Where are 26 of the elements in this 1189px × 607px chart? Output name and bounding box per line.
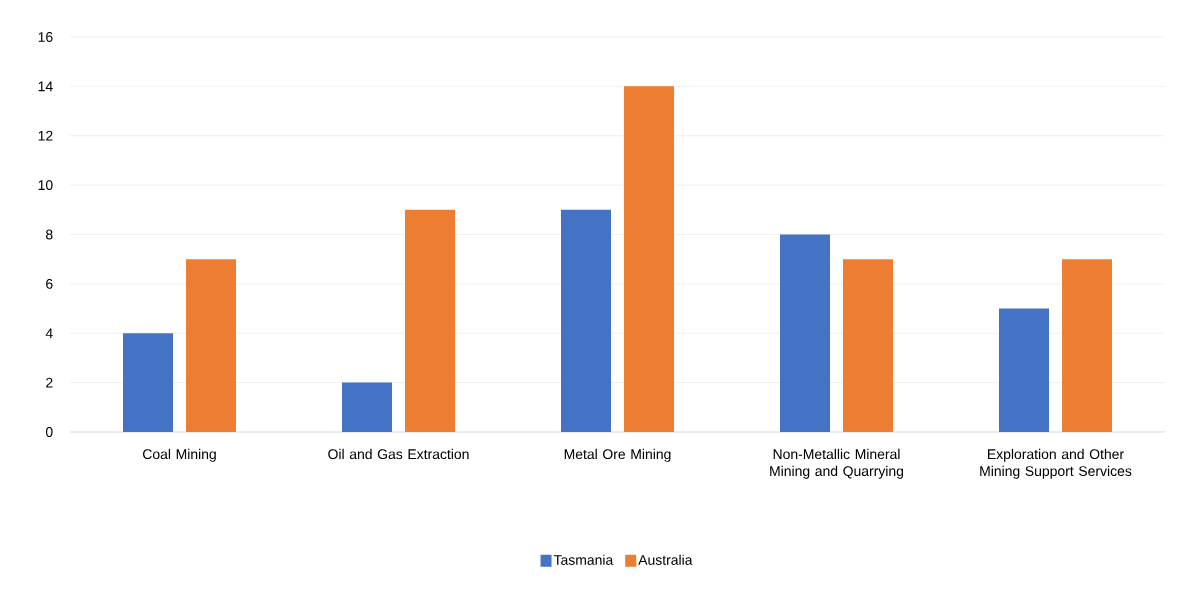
bar bbox=[561, 209, 611, 432]
x-tick-label: Oil and Gas Extraction bbox=[328, 448, 469, 460]
bar bbox=[123, 333, 174, 432]
y-tick-label: 4 bbox=[45, 328, 53, 339]
y-tick-label: 14 bbox=[38, 81, 53, 92]
bar bbox=[186, 259, 237, 432]
y-tick-label: 8 bbox=[46, 229, 53, 240]
bar bbox=[1062, 259, 1112, 432]
y-tick-label: 6 bbox=[46, 278, 53, 289]
x-tick-label: Metal Ore Mining bbox=[564, 448, 671, 462]
x-tick-label: Non-Metallic Mineral Mining and Quarrying bbox=[770, 448, 904, 479]
legend-label: Australia bbox=[638, 554, 693, 565]
y-tick-label: 2 bbox=[46, 377, 53, 388]
x-tick-label: Exploration and Other Mining Support Services bbox=[980, 448, 1132, 479]
bar bbox=[624, 86, 674, 432]
bar bbox=[780, 234, 830, 432]
y-tick-label: 0 bbox=[45, 427, 53, 437]
bar bbox=[999, 308, 1049, 432]
bar bbox=[405, 209, 456, 432]
bar bbox=[843, 259, 893, 432]
y-tick-label: 16 bbox=[38, 32, 53, 42]
x-tick-label: Coal Mining bbox=[143, 448, 216, 462]
y-tick-label: 10 bbox=[38, 180, 53, 191]
y-tick-label: 12 bbox=[38, 130, 53, 141]
legend-label: Tasmania bbox=[553, 554, 614, 565]
bar bbox=[342, 382, 393, 432]
